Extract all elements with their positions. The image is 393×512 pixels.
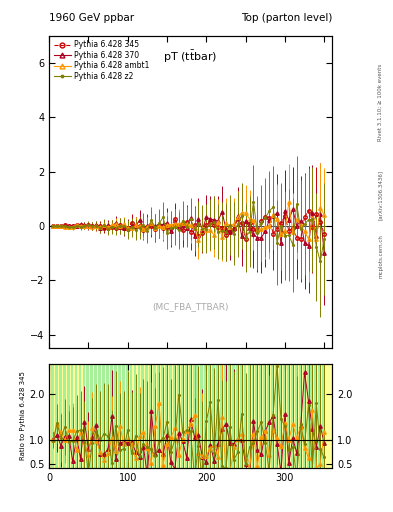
Bar bbox=[145, 364, 148, 468]
Bar bbox=[263, 364, 266, 468]
Bar bbox=[49, 364, 332, 468]
Bar bbox=[248, 364, 250, 468]
Bar bbox=[118, 364, 121, 468]
Bar bbox=[224, 364, 227, 468]
Bar bbox=[185, 364, 187, 468]
Bar bbox=[75, 364, 77, 468]
Bar bbox=[310, 364, 313, 468]
Bar bbox=[149, 364, 152, 468]
Y-axis label: Ratio to Pythia 6.428 345: Ratio to Pythia 6.428 345 bbox=[20, 372, 26, 460]
Bar bbox=[204, 364, 207, 468]
Bar bbox=[196, 364, 199, 468]
Bar bbox=[141, 364, 144, 468]
Bar bbox=[181, 364, 184, 468]
Bar bbox=[189, 364, 191, 468]
Bar bbox=[322, 364, 325, 468]
Bar bbox=[67, 364, 70, 468]
Bar bbox=[169, 364, 172, 468]
Text: [arXiv:1306.3436]: [arXiv:1306.3436] bbox=[378, 169, 383, 220]
Bar bbox=[63, 364, 66, 468]
Bar bbox=[106, 364, 109, 468]
Bar bbox=[275, 364, 278, 468]
Bar bbox=[71, 364, 73, 468]
Bar bbox=[271, 364, 274, 468]
Bar bbox=[318, 364, 321, 468]
Text: Top (parton level): Top (parton level) bbox=[241, 13, 332, 23]
Bar bbox=[295, 364, 298, 468]
Bar bbox=[244, 364, 246, 468]
Bar bbox=[173, 364, 176, 468]
Bar bbox=[157, 364, 160, 468]
Bar bbox=[153, 364, 156, 468]
Bar bbox=[55, 364, 58, 468]
Text: Rivet 3.1.10; ≥ 100k events: Rivet 3.1.10; ≥ 100k events bbox=[378, 64, 383, 141]
Bar bbox=[299, 364, 301, 468]
Bar bbox=[51, 364, 54, 468]
Bar bbox=[314, 364, 317, 468]
Legend: Pythia 6.428 345, Pythia 6.428 370, Pythia 6.428 ambt1, Pythia 6.428 z2: Pythia 6.428 345, Pythia 6.428 370, Pyth… bbox=[51, 37, 152, 84]
Bar bbox=[208, 364, 211, 468]
Bar bbox=[138, 364, 140, 468]
Bar bbox=[177, 364, 180, 468]
Bar bbox=[94, 364, 97, 468]
Bar bbox=[259, 364, 262, 468]
Bar bbox=[252, 364, 254, 468]
Bar bbox=[110, 364, 113, 468]
Bar bbox=[126, 364, 129, 468]
Bar bbox=[161, 364, 164, 468]
Bar bbox=[216, 364, 219, 468]
Bar bbox=[236, 364, 239, 468]
Bar bbox=[228, 364, 231, 468]
Bar bbox=[130, 364, 132, 468]
Bar bbox=[283, 364, 286, 468]
Text: pT (t$\bar{\rm t}$bar): pT (t$\bar{\rm t}$bar) bbox=[163, 48, 218, 65]
Bar bbox=[200, 364, 203, 468]
Text: 1960 GeV ppbar: 1960 GeV ppbar bbox=[49, 13, 134, 23]
Bar bbox=[212, 364, 215, 468]
Bar bbox=[287, 364, 290, 468]
Bar bbox=[291, 364, 294, 468]
Bar bbox=[83, 364, 85, 468]
Bar bbox=[86, 364, 89, 468]
Bar bbox=[90, 364, 93, 468]
Bar bbox=[98, 364, 101, 468]
Bar bbox=[79, 364, 81, 468]
Bar bbox=[134, 364, 136, 468]
Bar bbox=[232, 364, 235, 468]
Bar bbox=[267, 364, 270, 468]
Bar bbox=[102, 364, 105, 468]
Bar bbox=[307, 364, 309, 468]
Text: (MC_FBA_TTBAR): (MC_FBA_TTBAR) bbox=[152, 302, 229, 311]
Bar bbox=[220, 364, 223, 468]
Bar bbox=[303, 364, 305, 468]
Text: mcplots.cern.ch: mcplots.cern.ch bbox=[378, 234, 383, 278]
Bar bbox=[279, 364, 282, 468]
Bar bbox=[240, 364, 242, 468]
Bar bbox=[255, 364, 258, 468]
Bar bbox=[59, 364, 62, 468]
Bar bbox=[193, 364, 195, 468]
Bar bbox=[122, 364, 125, 468]
Bar bbox=[114, 364, 117, 468]
Bar bbox=[165, 364, 168, 468]
